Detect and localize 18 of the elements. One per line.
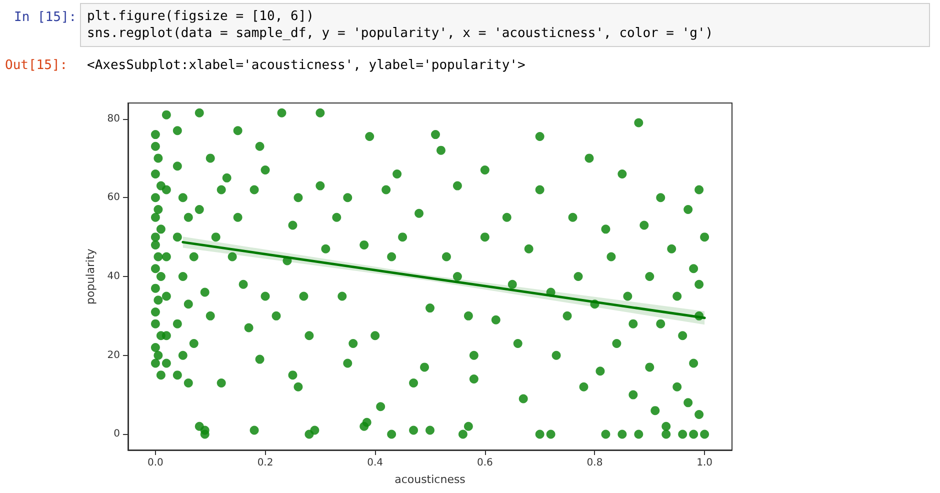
y-tick-label: 60 [107,192,120,204]
y-axis-title: popularity [84,248,97,304]
y-tick-label: 40 [107,271,120,282]
y-tick-label: 80 [107,113,120,124]
text: plt.figure(figsize = [10, 6]) [87,8,315,25]
x-tick-label: 0.4 [367,458,384,468]
y-tick-label: 20 [107,350,120,361]
text: In [15]: [14,10,77,25]
text: <AxesSubplot:xlabel='acousticness', ylabel='popularity'> [87,58,526,73]
text: sns.regplot(data = sample_df, y = 'popularity', x = 'acousticness', color = 'g') [87,25,714,42]
x-tick-label: 0.0 [148,458,164,468]
x-tick-label: 0.2 [257,458,274,468]
y-tick-label: 0 [114,428,120,440]
x-tick-label: 0.8 [586,458,603,468]
x-axis-title: acousticness [394,473,466,486]
text: Out[15]: [5,58,68,73]
x-tick-label: 1.0 [696,458,712,468]
x-tick-label: 0.6 [476,458,493,468]
